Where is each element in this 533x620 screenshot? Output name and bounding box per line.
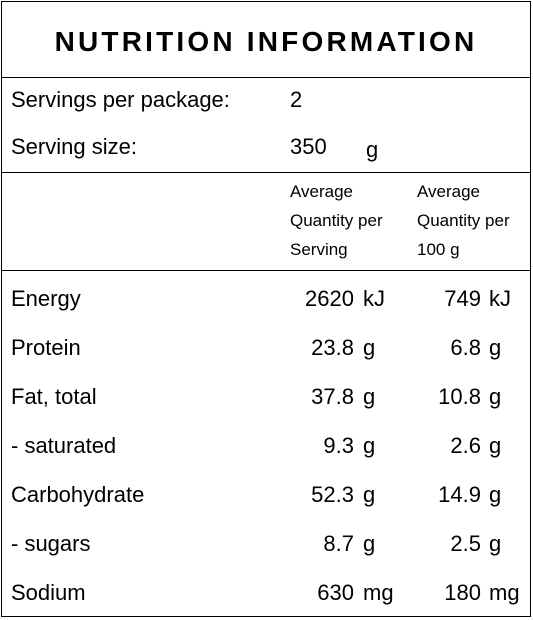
per100-unit: g: [489, 384, 502, 409]
servings-value: 2: [290, 87, 303, 112]
nutrient-label: - sugars: [11, 531, 91, 556]
servings-label: Servings per package:: [11, 87, 230, 112]
header-per-100g-line: Average: [417, 182, 481, 201]
serving-unit: g: [363, 531, 376, 556]
serving-unit: g: [363, 482, 376, 507]
header-per-100g-line: 100 g: [417, 240, 460, 259]
serving-value: 52.3: [311, 482, 354, 507]
nutrient-label: Energy: [11, 286, 81, 311]
per100-value: 749: [444, 286, 481, 311]
per100-value: 2.6: [450, 433, 481, 458]
per100-unit: g: [489, 531, 502, 556]
per100-unit: g: [489, 482, 502, 507]
header-per-serving-line: Average: [290, 182, 354, 201]
serving-size-label: Serving size:: [11, 134, 137, 159]
serving-size-unit: g: [366, 137, 379, 162]
per100-value: 10.8: [438, 384, 481, 409]
serving-value: 9.3: [323, 433, 354, 458]
panel-title: NUTRITION INFORMATION: [54, 26, 478, 57]
serving-size-value: 350: [290, 134, 327, 159]
serving-unit: g: [363, 384, 376, 409]
serving-unit: kJ: [363, 286, 385, 311]
nutrient-label: Protein: [11, 335, 81, 360]
serving-value: 630: [317, 580, 354, 605]
serving-unit: g: [363, 335, 376, 360]
serving-unit: g: [363, 433, 376, 458]
per100-value: 6.8: [450, 335, 481, 360]
header-per-100g: Average Quantity per 100 g: [417, 177, 510, 264]
per100-unit: g: [489, 335, 502, 360]
per100-value: 180: [444, 580, 481, 605]
serving-unit: mg: [363, 580, 394, 605]
serving-value: 2620: [305, 286, 354, 311]
nutrient-label: Fat, total: [11, 384, 97, 409]
per100-unit: kJ: [489, 286, 511, 311]
header-per-serving-line: Quantity per: [290, 211, 383, 230]
header-top-divider: [2, 172, 530, 173]
nutrient-label: - saturated: [11, 433, 117, 458]
header-per-serving-line: Serving: [290, 240, 348, 259]
per100-unit: mg: [489, 580, 520, 605]
header-per-100g-line: Quantity per: [417, 211, 510, 230]
per100-value: 2.5: [450, 531, 481, 556]
nutrient-label: Carbohydrate: [11, 482, 145, 507]
per100-unit: g: [489, 433, 502, 458]
nutrient-label: Sodium: [11, 580, 86, 605]
serving-value: 37.8: [311, 384, 354, 409]
serving-value: 8.7: [323, 531, 354, 556]
header-bottom-divider: [2, 270, 530, 271]
serving-value: 23.8: [311, 335, 354, 360]
per100-value: 14.9: [438, 482, 481, 507]
title-divider: [2, 77, 530, 78]
header-per-serving: Average Quantity per Serving: [290, 177, 383, 264]
